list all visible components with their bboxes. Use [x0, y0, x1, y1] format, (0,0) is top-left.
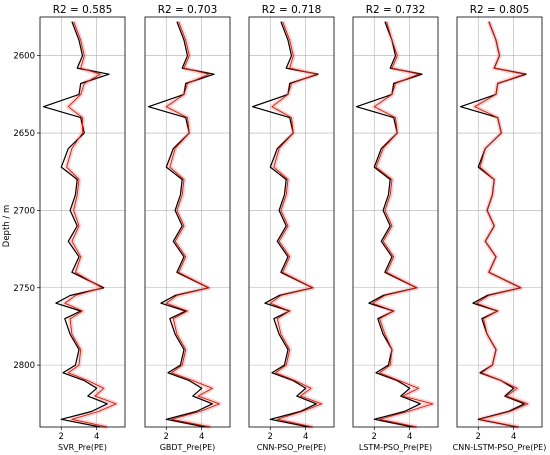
x-tick-label: 4 — [511, 432, 516, 442]
measured-series-line — [147, 21, 215, 428]
y-tick-label: 2750 — [13, 284, 35, 294]
measured-series-line — [355, 21, 423, 428]
measured-series-line — [251, 21, 319, 428]
panel-title: R2 = 0.703 — [158, 4, 218, 16]
panel-4: 2 4 R2 = 0.732 LSTM-PSO_Pre(PE) — [352, 4, 439, 452]
axes-frame — [39, 16, 126, 428]
predicted-series-line — [372, 21, 434, 428]
panel-title: R2 = 0.805 — [470, 4, 530, 16]
predicted-series-line — [474, 21, 529, 428]
x-tick-label: 2 — [372, 432, 377, 442]
panel-3: 2 4 R2 = 0.718 CNN-PSO_Pre(PE) — [248, 4, 335, 452]
panel-title: R2 = 0.585 — [53, 4, 113, 16]
axes-frame — [248, 16, 335, 428]
y-tick-label: 2650 — [13, 129, 35, 139]
y-tick-label: 2700 — [13, 206, 35, 216]
x-axis-label: CNN-LSTM-PSO_Pre(PE) — [453, 443, 547, 452]
x-tick-label: 4 — [94, 432, 99, 442]
predicted-series-line — [165, 21, 220, 428]
predicted-series-line — [64, 21, 117, 428]
panel-1: 2 4 2600 2650 2700 2750 2800 R2 = 0.585 SVR_Pre(… — [13, 4, 126, 452]
panel-title: R2 = 0.732 — [366, 4, 426, 16]
x-tick-label: 2 — [59, 432, 64, 442]
prediction-band — [268, 20, 324, 430]
axes-frame — [352, 16, 439, 428]
panel-title: R2 = 0.718 — [262, 4, 322, 16]
axes-frame — [144, 16, 231, 428]
x-tick-label: 4 — [407, 432, 412, 442]
x-axis-label: LSTM-PSO_Pre(PE) — [359, 443, 432, 452]
prediction-band — [62, 20, 119, 430]
x-tick-label: 2 — [476, 432, 481, 442]
y-tick-label: 2600 — [13, 52, 35, 62]
x-axis-label: GBDT_Pre(PE) — [160, 443, 216, 452]
x-tick-label: 4 — [303, 432, 308, 442]
prediction-band — [164, 20, 222, 430]
y-tick-label: 2800 — [13, 361, 35, 371]
panel-2: 2 4 R2 = 0.703 GBDT_Pre(PE) — [144, 4, 231, 452]
axes-frame — [456, 16, 543, 428]
predicted-series-line — [269, 21, 323, 428]
x-tick-label: 2 — [268, 432, 273, 442]
x-axis-label: SVR_Pre(PE) — [58, 443, 107, 452]
x-tick-label: 2 — [164, 432, 169, 442]
y-axis-label: Depth / m — [2, 205, 12, 247]
x-tick-label: 4 — [199, 432, 204, 442]
x-axis-label: CNN-PSO_Pre(PE) — [257, 443, 326, 452]
measured-series-line — [42, 21, 110, 428]
prediction-band — [370, 20, 435, 430]
panel-5: 2 4 R2 = 0.805 CNN-LSTM-PSO_Pre(PE) — [453, 4, 547, 452]
